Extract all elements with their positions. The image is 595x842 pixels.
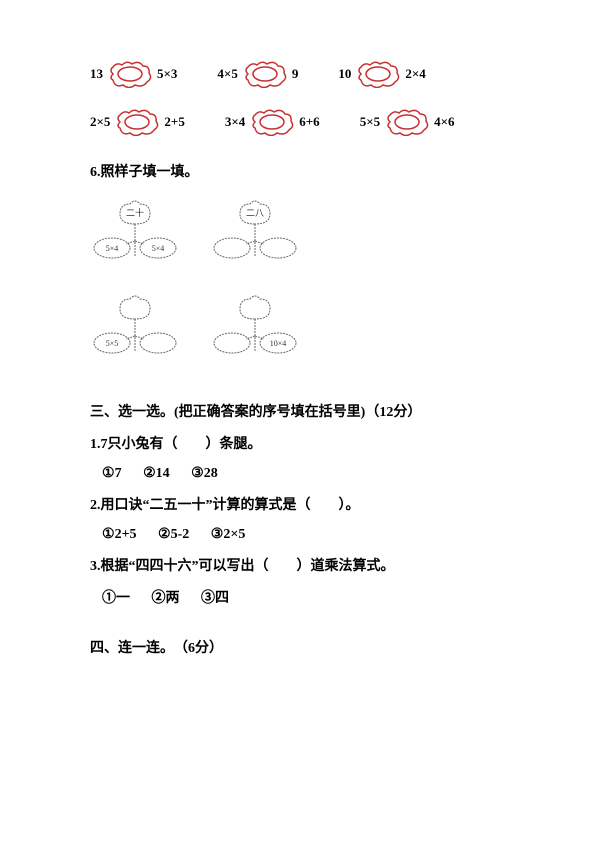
flower-icon xyxy=(242,60,288,88)
option-circle: ③ xyxy=(191,466,204,481)
q3-1-options: ①7 ②14 ③28 xyxy=(102,465,505,482)
tree-top-label: 二八 xyxy=(246,208,264,218)
option-text: 一 xyxy=(116,591,130,606)
q3-2: 2.用口诀“二五一十”计算的算式是（ ）。 xyxy=(90,492,505,520)
flower-item: 2×5 2+5 xyxy=(90,108,185,136)
flower-left: 2×5 xyxy=(90,114,110,130)
option-circle: ③ xyxy=(211,527,224,542)
option-text: 2+5 xyxy=(115,527,137,542)
option-circle: ② xyxy=(152,591,166,606)
tree-right-label: 10×4 xyxy=(270,339,287,348)
tree-left-label: 5×4 xyxy=(106,244,119,253)
tree-icon: 二八 xyxy=(210,196,300,276)
flower-right: 9 xyxy=(292,66,299,82)
flower-left: 4×5 xyxy=(217,66,237,82)
flower-row-2: 2×5 2+5 3×4 6+6 5×5 xyxy=(90,108,505,136)
flower-icon xyxy=(249,108,295,136)
tree-top-label: 二十 xyxy=(126,207,144,218)
option-circle: ② xyxy=(143,466,156,481)
flower-right: 5×3 xyxy=(157,66,177,82)
flower-right: 2+5 xyxy=(164,114,184,130)
option-circle: ① xyxy=(102,527,115,542)
option-circle: ③ xyxy=(201,591,215,606)
tree-right-label: 5×4 xyxy=(152,244,165,253)
q3-2-options: ①2+5 ②5-2 ③2×5 xyxy=(102,526,505,543)
tree-left-label: 5×5 xyxy=(106,339,119,348)
option-text: 2×5 xyxy=(223,527,245,542)
flower-icon xyxy=(107,60,153,88)
option-text: 四 xyxy=(215,591,229,606)
tree-icon: 二十 5×4 5×4 xyxy=(90,196,180,276)
flower-item: 3×4 6+6 xyxy=(225,108,320,136)
section4-heading: 四、连一连。 （6分） xyxy=(90,637,505,657)
q3-1: 1.7只小兔有（ ）条腿。 xyxy=(90,431,505,459)
flower-icon xyxy=(355,60,401,88)
option-text: 两 xyxy=(166,591,180,606)
flower-right: 6+6 xyxy=(299,114,319,130)
option-circle: ② xyxy=(158,527,171,542)
tree-row-1: 二十 5×4 5×4 二八 xyxy=(90,196,505,276)
option-circle: ① xyxy=(102,591,116,606)
flower-item: 5×5 4×6 xyxy=(360,108,455,136)
flower-left: 10 xyxy=(338,66,351,82)
flower-left: 5×5 xyxy=(360,114,380,130)
flower-row-1: 13 5×3 4×5 9 10 xyxy=(90,60,505,88)
flower-item: 4×5 9 xyxy=(217,60,298,88)
section3-heading: 三、选一选。(把正确答案的序号填在括号里)（12分） xyxy=(90,401,505,421)
option-circle: ① xyxy=(102,466,115,481)
tree-icon: 5×5 xyxy=(90,291,180,371)
flower-left: 13 xyxy=(90,66,103,82)
flower-item: 13 5×3 xyxy=(90,60,177,88)
option-text: 5-2 xyxy=(171,527,190,542)
tree-icon: 10×4 xyxy=(210,291,300,371)
flower-icon xyxy=(114,108,160,136)
flower-right: 2×4 xyxy=(405,66,425,82)
flower-left: 3×4 xyxy=(225,114,245,130)
flower-item: 10 2×4 xyxy=(338,60,425,88)
q3-3: 3.根据“四四十六”可以写出（ ）道乘法算式。 xyxy=(90,553,505,581)
tree-row-2: 5×5 10×4 xyxy=(90,291,505,371)
flower-icon xyxy=(384,108,430,136)
option-text: 28 xyxy=(204,466,218,481)
q6-title: 6.照样子填一填。 xyxy=(90,161,505,181)
flower-right: 4×6 xyxy=(434,114,454,130)
option-text: 14 xyxy=(156,466,170,481)
q3-3-options: ①一 ②两 ③四 xyxy=(102,587,505,607)
option-text: 7 xyxy=(115,466,122,481)
